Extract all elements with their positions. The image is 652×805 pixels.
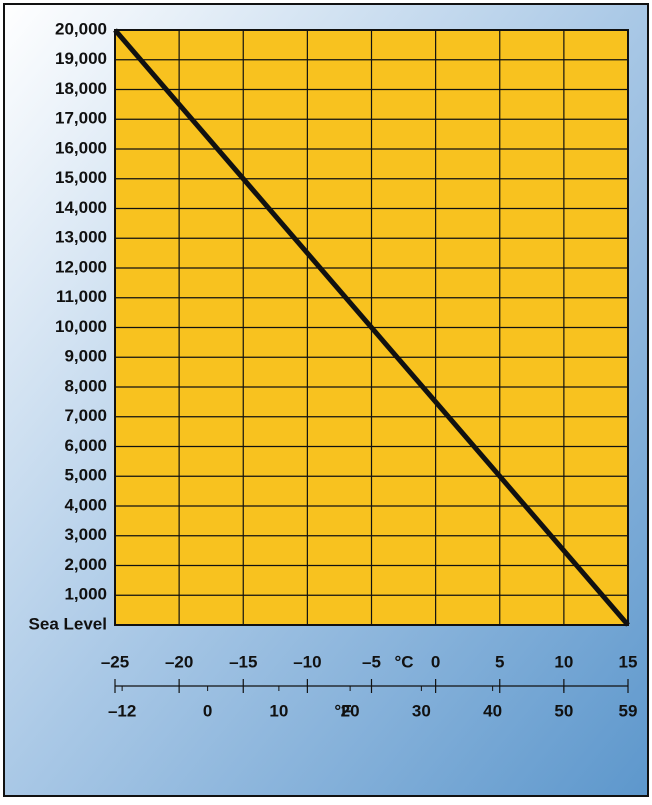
y-tick-label: 6,000 <box>64 436 107 455</box>
x2-tick-label: 50 <box>554 701 573 720</box>
y-tick-label: 13,000 <box>55 228 107 247</box>
x-tick-label: –15 <box>229 652 257 671</box>
x2-tick-label: 10 <box>269 701 288 720</box>
x-tick-label: 0 <box>431 652 440 671</box>
y-tick-label: 2,000 <box>64 555 107 574</box>
y-tick-label: 15,000 <box>55 168 107 187</box>
x-tick-label: –20 <box>165 652 193 671</box>
y-tick-label: 7,000 <box>64 406 107 425</box>
y-tick-label: Sea Level <box>29 614 107 633</box>
y-tick-label: 8,000 <box>64 376 107 395</box>
y-tick-label: 1,000 <box>64 585 107 604</box>
x2-axis-unit: °F <box>334 701 351 720</box>
y-tick-label: 16,000 <box>55 138 107 157</box>
y-tick-label: 11,000 <box>56 287 107 306</box>
x2-tick-label: 59 <box>619 701 638 720</box>
y-tick-label: 4,000 <box>64 495 107 514</box>
y-tick-label: 10,000 <box>55 317 107 336</box>
y-tick-label: 19,000 <box>55 49 107 68</box>
y-tick-label: 3,000 <box>64 525 107 544</box>
y-tick-label: 9,000 <box>64 347 107 366</box>
x2-tick-label: –12 <box>108 701 136 720</box>
plot-border <box>114 29 629 626</box>
x-tick-label: –25 <box>101 652 129 671</box>
x2-tick-label: 0 <box>203 701 212 720</box>
x2-tick-label: 30 <box>412 701 431 720</box>
x-tick-label: –5 <box>362 652 381 671</box>
x-tick-label: 10 <box>554 652 573 671</box>
x-tick-label: 5 <box>495 652 504 671</box>
y-tick-label: 20,000 <box>55 19 107 38</box>
x-tick-label: –10 <box>293 652 321 671</box>
y-tick-label: 18,000 <box>55 79 107 98</box>
x-tick-label: 15 <box>619 652 638 671</box>
y-tick-label: 5,000 <box>64 466 107 485</box>
data-line <box>113 28 630 627</box>
y-tick-label: 14,000 <box>55 198 107 217</box>
y-tick-label: 12,000 <box>55 257 107 276</box>
x2-tick-label: 20 <box>341 701 360 720</box>
x2-tick-label: 40 <box>483 701 502 720</box>
y-tick-label: 17,000 <box>55 109 107 128</box>
x-axis-unit: °C <box>394 652 413 671</box>
